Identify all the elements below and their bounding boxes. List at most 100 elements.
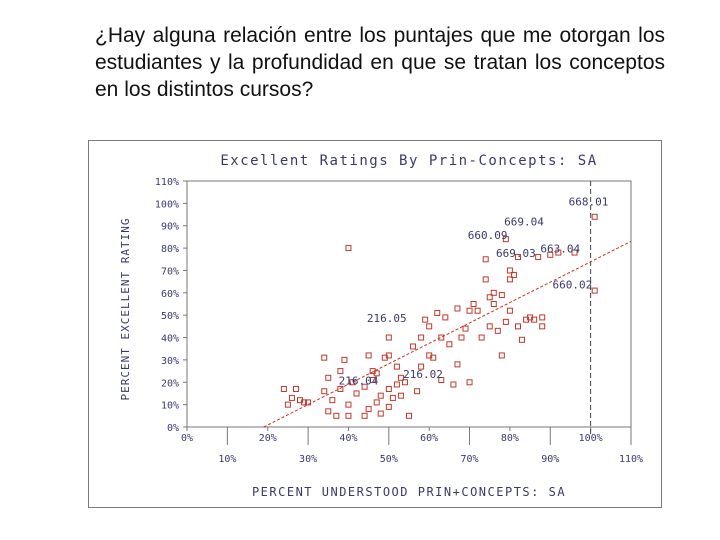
data-point <box>365 352 372 359</box>
data-point <box>341 356 348 363</box>
data-point <box>535 254 542 261</box>
point-annotation: 669.03 <box>496 247 536 260</box>
data-point <box>397 374 404 381</box>
chart-title: Excellent Ratings By Prin-Concepts: SA <box>220 153 597 169</box>
y-tick-label: 60% <box>161 289 179 300</box>
data-point <box>539 323 546 330</box>
y-tick-label: 80% <box>161 244 179 255</box>
y-tick-label: 90% <box>161 222 179 233</box>
data-point <box>506 267 513 274</box>
data-point <box>280 385 287 392</box>
data-point <box>426 323 433 330</box>
data-point <box>305 399 312 406</box>
data-point <box>385 403 392 410</box>
data-point <box>414 388 421 395</box>
data-point <box>494 327 501 334</box>
x-tick-label: 40% <box>339 433 357 444</box>
x-tick-label: 20% <box>259 433 277 444</box>
data-point <box>369 377 376 384</box>
data-point <box>547 251 554 258</box>
data-point <box>514 323 521 330</box>
data-point <box>333 412 340 419</box>
data-point <box>470 301 477 307</box>
data-point <box>555 249 562 256</box>
point-annotation: 216.02 <box>403 368 443 381</box>
data-point <box>288 394 295 401</box>
data-point <box>377 410 384 417</box>
y-tick-label: 0% <box>167 423 179 434</box>
y-tick-label: 110% <box>155 177 179 188</box>
data-point <box>514 254 521 261</box>
data-point <box>406 412 412 419</box>
data-point <box>321 388 328 395</box>
data-point <box>373 399 380 406</box>
data-point <box>498 292 505 299</box>
scatter-chart: Excellent Ratings By Prin-Concepts: SA P… <box>119 153 643 499</box>
data-point <box>450 381 457 388</box>
data-point <box>337 368 344 375</box>
data-point <box>446 341 453 348</box>
point-annotation: 216.05 <box>367 312 407 325</box>
data-point <box>345 245 352 252</box>
data-point <box>502 236 509 243</box>
data-point <box>345 401 352 408</box>
data-point <box>591 287 598 294</box>
data-point <box>490 289 497 296</box>
y-tick-label: 10% <box>161 401 179 412</box>
data-point <box>531 316 538 323</box>
data-point <box>353 390 360 397</box>
data-point <box>397 392 404 399</box>
data-point <box>438 334 445 341</box>
data-point <box>349 379 356 386</box>
data-point <box>490 301 497 307</box>
data-point <box>373 370 380 377</box>
data-point <box>458 334 465 341</box>
point-annotation: 669.04 <box>504 216 544 229</box>
data-point <box>438 377 445 384</box>
data-point <box>571 249 578 256</box>
data-point <box>442 314 449 321</box>
data-point <box>321 354 328 361</box>
y-tick-label: 70% <box>161 266 179 277</box>
chart-frame: Excellent Ratings By Prin-Concepts: SA P… <box>88 140 662 508</box>
x-tick-label: 30% <box>299 454 317 465</box>
y-tick-label: 20% <box>161 378 179 389</box>
slide-question: ¿Hay alguna relación entre los puntajes … <box>95 24 665 101</box>
data-point <box>454 305 461 312</box>
data-point <box>474 307 481 314</box>
data-point <box>393 363 400 370</box>
data-point <box>377 392 384 399</box>
data-point <box>482 276 489 283</box>
point-annotation: 660.02 <box>553 278 593 291</box>
data-point <box>361 412 368 419</box>
point-annotation: 668.01 <box>569 196 609 209</box>
point-annotation: 216.04 <box>339 375 379 388</box>
data-point <box>292 385 299 392</box>
x-tick-label: 90% <box>541 454 559 465</box>
x-tick-label: 0% <box>181 433 193 444</box>
data-point <box>502 318 509 325</box>
data-point <box>410 343 417 350</box>
data-point <box>365 406 372 413</box>
point-annotation: 663.04 <box>540 243 580 256</box>
data-point <box>385 352 392 359</box>
data-point <box>482 256 489 263</box>
data-point <box>510 271 517 278</box>
y-axis-label: PERCENT EXCELLENT RATING <box>119 218 132 401</box>
data-point <box>506 307 513 314</box>
data-point <box>418 334 425 341</box>
data-point <box>385 334 392 341</box>
data-point <box>486 294 493 301</box>
plot-area: 0% 10% 20% 30% 40% 50% 60% 70% 80% 90% 100% 110% 0% 1… <box>155 177 643 465</box>
data-point <box>462 325 469 332</box>
data-point <box>345 412 352 419</box>
data-point <box>434 309 441 316</box>
data-point <box>591 213 598 220</box>
y-tick-label: 30% <box>161 356 179 367</box>
data-point <box>506 276 513 283</box>
data-point <box>284 401 291 408</box>
x-tick-label: 110% <box>619 454 643 465</box>
y-tick-label: 100% <box>155 199 179 210</box>
data-point <box>478 334 485 341</box>
data-point <box>539 314 546 321</box>
